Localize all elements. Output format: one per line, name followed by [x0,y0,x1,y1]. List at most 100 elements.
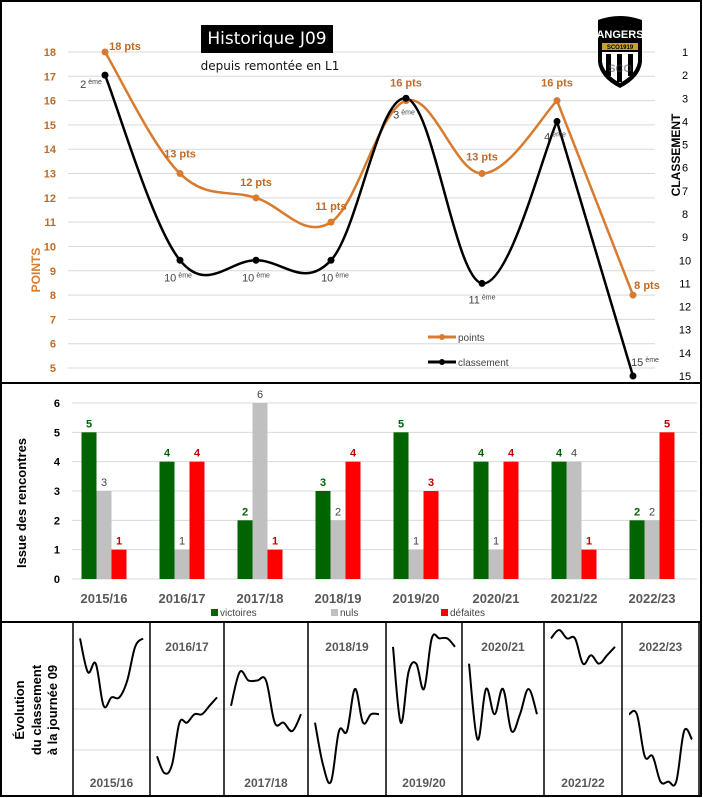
sparkline-2021-22 [550,628,616,666]
classement-marker [402,94,410,102]
classement-axis-title: CLASSEMENT [669,113,683,196]
classement-marker [629,372,637,380]
sparkline-row-label: Évolution du classement à la journée 09 [12,664,60,755]
bar-tick-label: 5 [54,427,60,439]
points-marker [553,97,561,105]
bar-category-label: 2018/19 [315,591,362,606]
classement-marker [553,117,561,125]
legend-defaites-swatch [441,609,448,616]
classement-tick-label: 14 [679,348,691,360]
points-tick-label: 12 [44,193,56,205]
bar-defaites [581,549,597,579]
legend-victoires-label: victoires [220,608,257,619]
points-tick-label: 14 [44,144,57,156]
bar-victoires [473,461,489,579]
bar-nuls [408,549,424,579]
classement-marker [101,71,109,79]
sparkline-season-label: 2017/18 [244,776,288,790]
points-tick-label: 11 [44,217,56,229]
classement-tick-label: 12 [679,302,691,314]
bar-axis-ticks: 0 1 2 3 4 5 6 [54,398,61,586]
bar-data-label: 1 [116,536,122,548]
points-tick-label: 13 [44,169,56,181]
points-tick-label: 5 [50,363,56,375]
points-tick-label: 10 [44,241,56,253]
sparkline-season-label: 2021/22 [561,776,605,790]
bar-data-label: 1 [179,536,185,548]
points-tick-label: 9 [50,266,56,278]
logo-stripe [628,54,633,76]
bar-data-label: 4 [571,448,577,460]
bar-data-label: 3 [428,477,434,489]
points-tick-label: 7 [50,314,56,326]
bar-data-label: 4 [164,448,171,460]
bar-data-label: 2 [242,506,248,518]
bar-tick-label: 1 [54,545,60,557]
points-axis-title: POINTS [29,248,43,293]
classement-marker [478,279,486,287]
bar-nuls [96,491,112,579]
sparkline-cell-borders [72,623,700,797]
bar-defaites [111,549,127,579]
bar-category-label: 2017/18 [237,591,284,606]
bar-axis-title: Issue des rencontres [14,438,29,568]
legend-points-marker [439,334,445,340]
bar-defaites [189,461,205,579]
legend-classement-marker [439,359,445,365]
classement-data-label: 11 ème [468,294,495,306]
points-data-label: 16 pts [541,78,573,90]
line-series [101,48,637,380]
classement-tick-label: 13 [679,325,691,337]
classement-tick-label: 11 [679,278,690,290]
legend-nuls-swatch [331,609,338,616]
classement-tick-label: 15 [679,371,691,383]
classement-marker [327,256,335,264]
classement-data-label: 4 ème [544,131,566,143]
points-data-label: 8 pts [634,280,660,292]
bar-tick-label: 4 [54,457,61,469]
sparkline-2020-21 [468,663,538,741]
sparkline-2017-18 [230,670,302,733]
bar-data-label: 3 [101,477,107,489]
points-data-label: 13 pts [466,152,498,164]
points-data-label: 16 pts [390,78,422,90]
bar-defaites [423,491,439,579]
points-marker [176,170,184,178]
bar-data-label: 1 [493,536,499,548]
points-tick-label: 15 [44,120,56,132]
bar-victoires [159,461,175,579]
points-marker [252,194,260,202]
bar-data-label: 3 [320,477,326,489]
chart-title: Historique J09 [201,25,333,53]
points-data-label: 12 pts [240,177,272,189]
row-label-line-2: du classement [29,664,44,755]
bar-category-label: 2022/23 [629,591,676,606]
chart-subtitle: depuis remontée en L1 [200,59,340,73]
row-label-line-3: à la journée 09 [45,665,60,755]
sparkline-2019-20 [392,633,456,724]
bar-legend: victoires nuls défaites [211,608,485,619]
bar-tick-label: 6 [54,398,60,410]
line-data-labels: 18 pts 13 pts 12 pts 11 pts 16 pts 13 pts 16 p… [80,41,660,369]
bar-category-label: 2021/22 [551,591,598,606]
bar-defaites [659,432,675,579]
bar-category-label: 2019/20 [393,591,440,606]
bar-data-label: 4 [350,448,357,460]
bar-victoires [629,520,645,579]
bar-victoires [315,491,331,579]
classement-data-label: 2 ème [80,79,102,91]
sparkline-2015-16 [79,637,144,709]
points-data-label: 18 pts [109,41,141,53]
bar-data-label: 5 [86,418,92,430]
bar-defaites [503,461,519,579]
bar-data-label: 1 [413,536,419,548]
logo-stripe [606,54,611,76]
logo-band [602,43,638,50]
legend-classement-label: classement [458,358,509,369]
sparkline-season-label: 2015/16 [90,776,134,790]
bar-data-label: 4 [556,448,563,460]
classement-data-label: 10 ème [321,272,349,284]
